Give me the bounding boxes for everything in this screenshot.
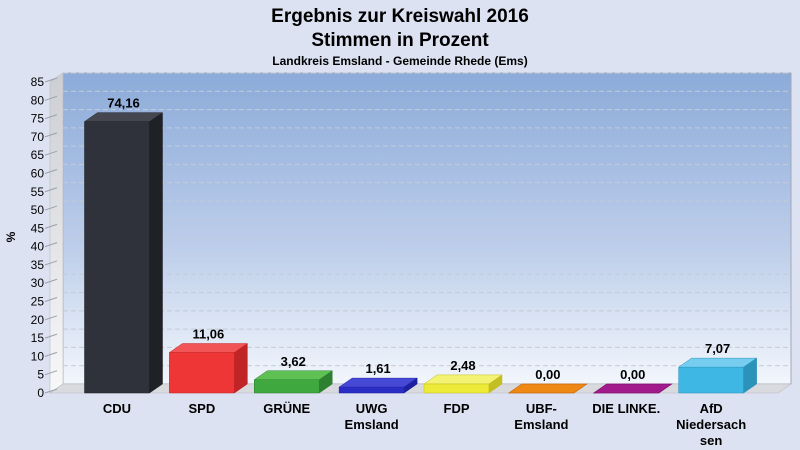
y-tick-65 (44, 150, 58, 156)
x-category-label-3: UWG (356, 401, 388, 416)
plot-left-wall (49, 72, 64, 394)
y-tick-35 (44, 260, 58, 266)
bar-side-7 (743, 357, 757, 394)
y-tick-label-15: 15 (31, 331, 45, 345)
y-tick-label-50: 50 (31, 203, 45, 217)
x-category-label-5: Emsland (514, 417, 568, 432)
bar-value-label-6: 0,00 (620, 367, 645, 382)
y-tick-label-65: 65 (31, 148, 45, 162)
bar-top-7 (677, 357, 758, 368)
y-tick-5 (44, 370, 58, 376)
y-tick-label-30: 30 (31, 276, 45, 290)
y-tick-30 (44, 278, 58, 284)
y-tick-85 (44, 77, 58, 83)
bar-side-4 (488, 374, 503, 394)
y-tick-label-0: 0 (37, 386, 44, 400)
bar-side-2 (319, 370, 333, 394)
x-category-label-7: sen (700, 433, 722, 448)
bar-front-1 (169, 352, 235, 394)
y-tick-label-70: 70 (31, 130, 45, 144)
y-tick-75 (44, 114, 58, 120)
x-category-label-0: CDU (103, 401, 131, 416)
y-tick-label-55: 55 (31, 185, 45, 199)
bar-front-0 (84, 121, 150, 394)
y-tick-40 (44, 242, 58, 248)
bar-flat-6 (592, 383, 673, 394)
bar-front-2 (254, 379, 320, 394)
bar-top-0 (83, 112, 164, 122)
y-tick-10 (44, 351, 58, 357)
bar-side-1 (234, 343, 248, 394)
y-tick-label-10: 10 (31, 349, 45, 363)
y-tick-label-75: 75 (31, 112, 45, 126)
bar-flat-5 (507, 383, 588, 394)
bar-front-3 (338, 386, 405, 394)
y-axis-label: % (4, 231, 18, 242)
bar-side-3 (403, 377, 418, 394)
plot-backplane (62, 72, 792, 385)
y-tick-45 (44, 223, 58, 229)
x-category-label-5: UBF- (526, 401, 557, 416)
y-tick-label-40: 40 (31, 240, 45, 254)
x-category-label-2: GRÜNE (263, 401, 310, 416)
chart-header: Ergebnis zur Kreiswahl 2016 Stimmen in P… (0, 5, 800, 68)
y-tick-60 (44, 168, 58, 174)
y-tick-15 (44, 333, 58, 339)
y-tick-label-85: 85 (31, 75, 45, 89)
bar-value-label-0: 74,16 (107, 96, 140, 111)
y-tick-55 (44, 187, 58, 193)
y-tick-80 (44, 95, 58, 101)
x-category-label-1: SPD (189, 401, 216, 416)
x-category-label-4: FDP (444, 401, 470, 416)
x-category-label-3: Emsland (345, 417, 399, 432)
chart-title-line2: Stimmen in Prozent (311, 30, 489, 51)
chart-title-line1: Ergebnis zur Kreiswahl 2016 (271, 6, 529, 27)
y-tick-label-20: 20 (31, 313, 45, 327)
bar-value-label-2: 3,62 (281, 354, 306, 369)
bar-side-0 (149, 112, 163, 394)
bar-value-label-5: 0,00 (535, 367, 560, 382)
chart-subtitle: Landkreis Emsland - Gemeinde Rhede (Ems) (272, 54, 528, 68)
y-tick-label-5: 5 (37, 368, 44, 382)
bar-value-label-1: 11,06 (192, 327, 224, 342)
y-tick-label-45: 45 (31, 221, 45, 235)
y-tick-label-35: 35 (31, 258, 45, 272)
bar-top-1 (168, 343, 249, 353)
y-tick-50 (44, 205, 58, 211)
bar-value-label-3: 1,61 (365, 361, 390, 376)
y-tick-label-60: 60 (31, 166, 45, 180)
bar-front-4 (423, 383, 490, 394)
y-tick-label-80: 80 (31, 93, 45, 107)
y-tick-25 (44, 297, 58, 303)
bar-top-3 (338, 377, 418, 388)
x-category-label-7: AfD (700, 401, 723, 416)
x-category-label-6: DIE LINKE. (592, 401, 660, 416)
x-category-label-7: Niedersach (676, 417, 746, 432)
y-tick-70 (44, 132, 58, 138)
bar-value-label-4: 2,48 (450, 358, 475, 373)
bar-top-4 (423, 374, 503, 385)
y-tick-20 (44, 315, 58, 321)
y-tick-0 (44, 388, 58, 394)
y-tick-label-25: 25 (31, 295, 45, 309)
bar-front-7 (678, 366, 744, 394)
bar-top-2 (253, 370, 334, 381)
bar-value-label-7: 7,07 (705, 341, 730, 356)
